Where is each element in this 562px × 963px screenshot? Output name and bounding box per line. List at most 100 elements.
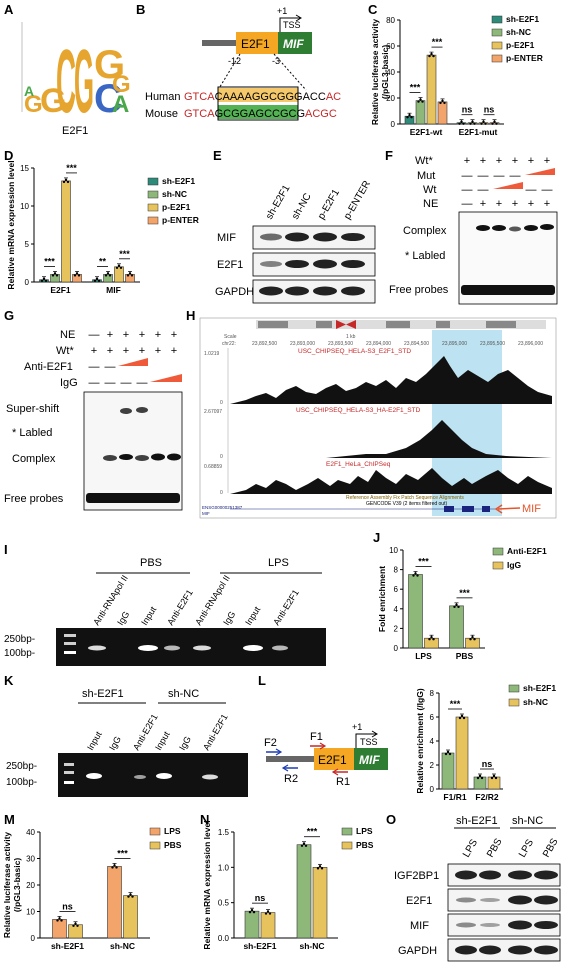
track-3-signal <box>230 468 552 494</box>
coord: 23,894,000 <box>366 341 391 347</box>
y-tick-label: 0.5 <box>218 899 230 908</box>
panel-label-a: A <box>4 2 14 17</box>
lane-label: IgG <box>115 609 131 627</box>
row-label-gapdh: GAPDH <box>215 286 254 298</box>
tss-label: TSS <box>283 20 301 30</box>
g-row-wt-star: Wt* <box>56 345 74 357</box>
x-tick-label: PBS <box>456 651 474 661</box>
coord: 23,895,500 <box>480 341 505 347</box>
bar <box>52 919 67 939</box>
y-tick-label: 0.0 <box>218 934 230 943</box>
group-pbs: PBS <box>140 557 162 569</box>
y-tick-label: 6 <box>394 585 399 594</box>
data-point <box>42 277 46 280</box>
legend-label: p-E2F1 <box>506 40 535 50</box>
chip-gel-i: PBS LPS Anti-RNApol II IgG Input Anti-E2… <box>4 557 326 666</box>
l-mif-label: MIF <box>359 753 380 767</box>
mark: + <box>480 155 486 167</box>
kb-label: 1 kb <box>346 334 356 340</box>
data-point <box>469 638 472 641</box>
mark: + <box>528 155 534 167</box>
data-point <box>482 120 485 123</box>
data-point <box>55 274 59 277</box>
legend-label: IgG <box>507 560 522 570</box>
data-point <box>252 910 256 914</box>
o-group-sh-nc: sh-NC <box>512 815 543 827</box>
data-point <box>128 272 132 275</box>
data-point <box>115 266 119 269</box>
mark: — <box>89 361 100 373</box>
e2f1-site-box <box>236 32 278 54</box>
legend-swatch <box>508 684 520 693</box>
track-max: 0.68859 <box>204 464 222 470</box>
data-point <box>408 114 411 117</box>
data-point <box>444 752 448 756</box>
data-point <box>473 122 476 125</box>
mark: + <box>544 155 550 167</box>
legend-label: p-ENTER <box>506 53 543 63</box>
data-point <box>264 912 268 915</box>
logo-letter: G <box>40 82 66 120</box>
legend-label: Anti-E2F1 <box>507 546 547 556</box>
data-point <box>316 867 320 870</box>
chart-d-mrna: 0 5 10 15 Relative mRNA expression level E2F1… <box>6 160 199 295</box>
f-row-ne: NE <box>423 198 438 210</box>
mif-small-label: MIF <box>202 511 210 516</box>
legend-label: p-E2F1 <box>162 202 191 212</box>
mouse-sequence: GTCAGCGGAGCCGCGACGC <box>184 108 337 120</box>
band-complex-g: Complex <box>12 453 56 465</box>
lane-label: Input <box>139 604 158 627</box>
pos-3: -3 <box>272 56 280 66</box>
logo-letter: G <box>112 71 131 98</box>
igg-wedge <box>150 374 182 382</box>
bar <box>107 866 122 939</box>
mark: + <box>480 198 486 210</box>
marker-100: 100bp- <box>4 648 35 659</box>
y-tick-label: 1.5 <box>218 828 230 837</box>
data-point <box>460 120 463 123</box>
x-tick-label: LPS <box>415 651 432 661</box>
sig-label: *** <box>119 249 130 259</box>
l-tss: TSS <box>360 737 378 747</box>
track-3-label: E2F1_HeLa_ChIPSeq <box>326 461 391 468</box>
data-point <box>111 866 114 869</box>
data-point <box>51 274 55 277</box>
data-point <box>439 101 442 105</box>
logo-letter: C <box>94 77 123 121</box>
anti-e2f1-wedge <box>118 358 148 366</box>
mark: + <box>171 345 177 357</box>
legend-label: sh-E2F1 <box>506 14 539 24</box>
data-point <box>302 842 306 845</box>
data-point <box>248 910 252 914</box>
data-point <box>95 277 99 280</box>
data-point <box>428 54 431 58</box>
band-complex: Complex <box>403 225 447 237</box>
y-tick-label: 0 <box>25 278 30 287</box>
data-point <box>93 279 97 282</box>
o-row-e2f1: E2F1 <box>406 895 432 907</box>
gencode-label: GENCODE V39 (2 items filtered out) <box>366 501 447 507</box>
data-point <box>448 752 452 756</box>
bar <box>408 574 423 649</box>
mark: — <box>89 329 100 341</box>
lane-label: Anti-E2F1 <box>165 588 195 627</box>
x-tick-label: sh-E2F1 <box>243 941 276 951</box>
sig-label: ns <box>484 105 495 115</box>
coord: 23,892,500 <box>252 341 277 347</box>
y-tick-label: 30 <box>26 855 35 864</box>
data-point <box>471 636 474 639</box>
data-point <box>414 572 417 575</box>
y-tick-label: 10 <box>389 546 398 555</box>
lane-label: Anti-E2F1 <box>271 588 301 627</box>
genome-browser-h: Scale chr22: 1 kb 23,892,500 23,893,000 23… <box>199 317 557 519</box>
data-point <box>480 776 484 780</box>
legend-swatch <box>149 827 161 836</box>
chart-j-fold-enrichment: 0 2 4 6 8 10 Fold enrichment LPS PBS *** *** Anti-E… <box>377 546 547 661</box>
mark: + <box>496 155 502 167</box>
mark: — <box>494 170 505 182</box>
logo-letter: G <box>74 32 94 132</box>
motif-logo: G A G C G C G A G E2F1 <box>21 22 131 137</box>
data-point <box>250 908 254 912</box>
bar <box>244 910 260 939</box>
y-tick-label: 1.0 <box>218 863 230 872</box>
